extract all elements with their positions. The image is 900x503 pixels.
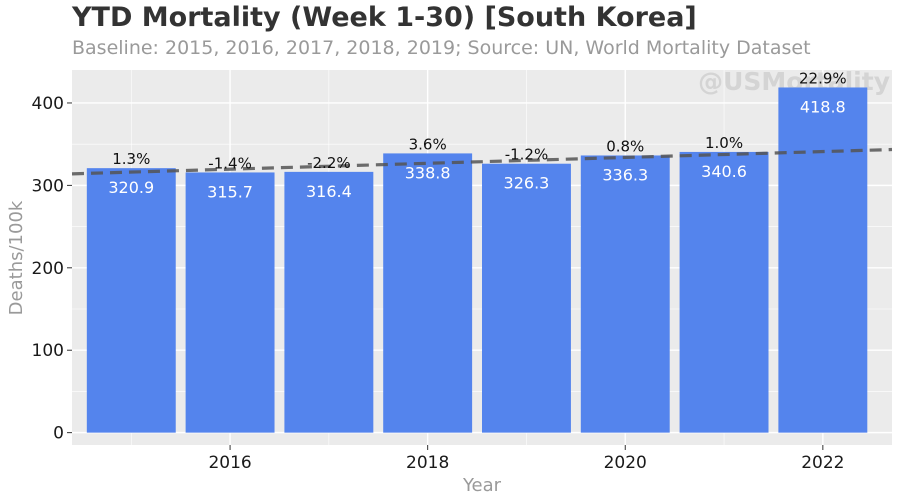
value-label: 336.3 xyxy=(602,165,648,184)
bar-2017 xyxy=(284,171,374,433)
y-tick-label: 100 xyxy=(32,341,64,361)
pct-change-label: -1.2% xyxy=(505,146,549,164)
chart-subtitle: Baseline: 2015, 2016, 2017, 2018, 2019; … xyxy=(72,37,811,59)
x-tick-label: 2022 xyxy=(801,453,844,473)
x-tick-label: 2016 xyxy=(208,453,251,473)
bar-2022 xyxy=(778,87,868,433)
y-tick-label: 200 xyxy=(32,259,64,279)
y-axis-title: Deaths/100k xyxy=(6,200,27,315)
pct-change-label: 3.6% xyxy=(409,135,447,153)
value-label: 326.3 xyxy=(504,174,550,193)
pct-change-label: 22.9% xyxy=(799,69,847,87)
pct-change-label: 1.3% xyxy=(112,150,150,168)
x-axis-title: Year xyxy=(462,475,502,496)
value-label: 418.8 xyxy=(800,97,846,116)
pct-change-label: -2.2% xyxy=(307,154,351,172)
pct-change-label: -1.4% xyxy=(208,154,252,172)
chart-title: YTD Mortality (Week 1-30) [South Korea] xyxy=(72,2,697,33)
baseline-trend-line xyxy=(71,147,893,176)
bar-2020 xyxy=(580,155,670,433)
x-tick-label: 2020 xyxy=(604,453,647,473)
bar-2015 xyxy=(86,168,176,433)
pct-change-label: 1.0% xyxy=(705,134,743,152)
value-label: 338.8 xyxy=(405,163,451,182)
value-label: 320.9 xyxy=(108,178,154,197)
y-tick-label: 300 xyxy=(32,176,64,196)
value-label: 340.6 xyxy=(701,162,747,181)
bar-2018 xyxy=(383,153,473,433)
value-label: 315.7 xyxy=(207,182,253,201)
bar-2021 xyxy=(679,151,769,433)
pct-change-label: 0.8% xyxy=(606,137,644,155)
x-tick-label: 2018 xyxy=(406,453,449,473)
bar-2019 xyxy=(482,163,571,433)
y-tick-label: 0 xyxy=(53,424,64,444)
y-tick-label: 400 xyxy=(32,94,64,114)
value-label: 316.4 xyxy=(306,182,352,201)
bar-2016 xyxy=(185,172,275,433)
